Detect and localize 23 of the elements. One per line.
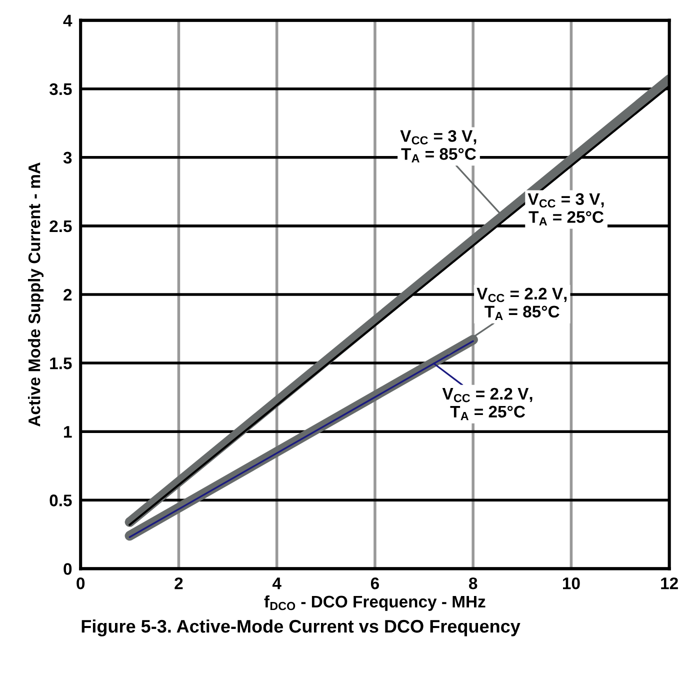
y-axis-title: Active Mode Supply Current - mA — [28, 162, 44, 426]
x-axis-title: f$_{DCO}$ - DCO Frequency - MHz — [264, 595, 486, 611]
x-tick-label: 12 — [661, 577, 678, 590]
text: V$_{CC}$ = 3 V, T$_{A}$ = 25°C — [528, 193, 604, 226]
x-tick-label: 4 — [272, 578, 282, 590]
x-tick-label: 2 — [174, 577, 183, 590]
y-tick-label: 1 — [64, 426, 72, 438]
x-tick-label: 0 — [76, 577, 85, 590]
x-tick-label: 10 — [562, 577, 580, 590]
text: V$_{CC}$ = 3 V, T$_{A}$ = 85°C — [400, 130, 476, 162]
y-tick-label: 2.5 — [50, 220, 72, 232]
x-tick-label: 8 — [468, 577, 478, 590]
y-tick-label: 4 — [63, 14, 72, 26]
text: Figure 5-3. Active-Mode Current vs DCO Frequency — [82, 619, 520, 636]
y-tick-label: 3.5 — [49, 83, 72, 96]
y-tick-label: 1.5 — [50, 358, 72, 370]
series-label: V$_{CC}$ = 2.2 V, T$_{A}$ = 85°C — [476, 288, 567, 320]
y-tick-label: 2 — [64, 288, 72, 301]
legend-label: V$_{CC}$ = 2.2 V, T$_{A}$ = 25°C — [442, 388, 532, 420]
y-tick-label: 0.5 — [50, 494, 72, 506]
x-tick-label: 6 — [370, 577, 379, 590]
y-tick-label: 3 — [63, 152, 72, 164]
y-tick-label: 0 — [64, 563, 72, 575]
